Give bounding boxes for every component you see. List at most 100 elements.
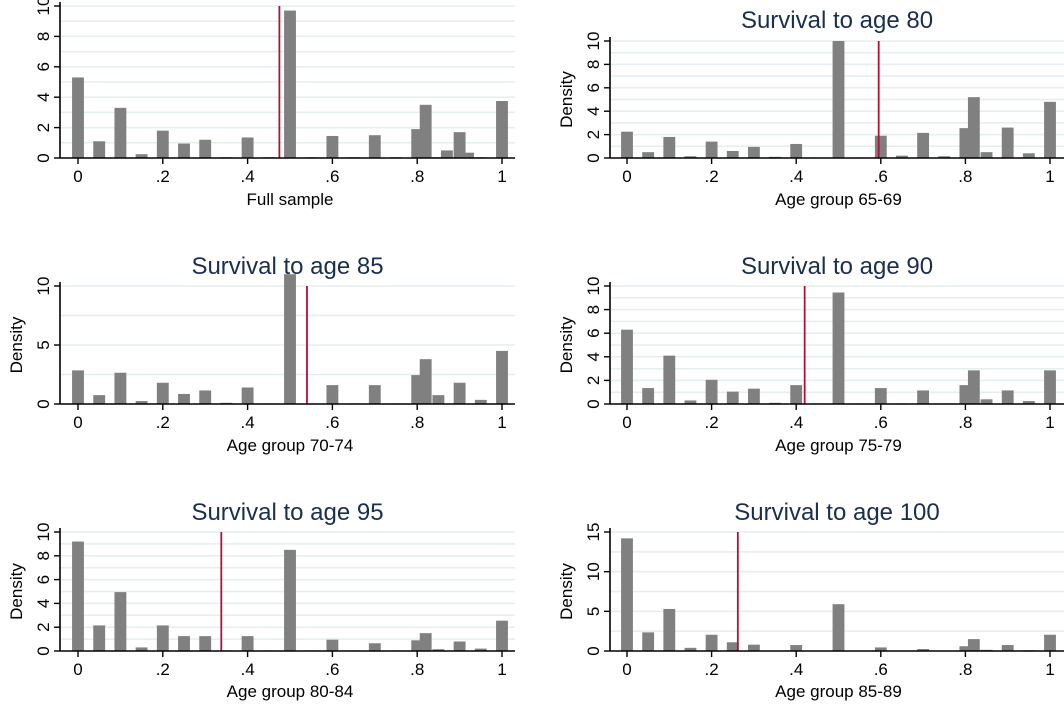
histogram-bar	[199, 636, 212, 651]
panel-title: Survival to age 85	[191, 253, 383, 280]
y-tick-label: 0	[34, 646, 53, 655]
histogram-bar	[705, 379, 718, 404]
histogram-bar	[1001, 127, 1014, 158]
x-tick-label: .4	[241, 660, 255, 679]
x-tick-label: .4	[789, 413, 803, 432]
y-axis-label: Density	[557, 563, 576, 620]
x-tick-label: .2	[705, 660, 719, 679]
histogram-bar	[474, 399, 487, 404]
y-tick-label: 0	[584, 646, 603, 655]
y-tick-label: 0	[34, 153, 53, 162]
histogram-bar	[790, 645, 803, 651]
y-tick-label: 2	[584, 130, 603, 139]
x-tick-label: 0	[73, 660, 82, 679]
histogram-bar	[621, 329, 633, 404]
histogram-bar	[284, 549, 296, 651]
histogram-bar	[874, 647, 887, 651]
histogram-bar	[326, 639, 339, 651]
histogram-bar	[684, 400, 697, 404]
y-tick-label: 4	[34, 92, 53, 101]
histogram-bar	[726, 642, 739, 651]
y-tick-label: 2	[584, 376, 603, 385]
histogram-bar	[967, 370, 980, 404]
histogram-bar	[663, 136, 676, 158]
x-axis-label: Age group 70-74	[227, 436, 354, 455]
y-tick-label: 10	[584, 562, 603, 581]
x-tick-label: .8	[958, 167, 972, 186]
y-tick-label: 8	[34, 551, 53, 560]
histogram-bar	[411, 640, 424, 651]
x-axis-label: Age group 80-84	[227, 682, 354, 701]
histogram-bar	[496, 620, 508, 651]
histogram-bar	[938, 156, 951, 158]
histogram-bar	[621, 131, 633, 158]
histogram-bar	[832, 292, 845, 404]
histogram-bar	[474, 648, 487, 651]
histogram-bar	[178, 636, 190, 651]
histogram-bar	[368, 135, 381, 158]
x-tick-label: .8	[410, 660, 424, 679]
histogram-bar	[368, 385, 381, 404]
panel-title: Survival to age 80	[741, 7, 933, 34]
histogram-bar	[135, 401, 148, 404]
x-axis-label: Age group 75-79	[775, 436, 902, 455]
histogram-bar	[1044, 634, 1056, 651]
y-tick-label: 0	[34, 399, 53, 408]
histogram-bar	[959, 646, 972, 651]
histogram-bar	[178, 393, 190, 404]
x-tick-label: 0	[73, 413, 82, 432]
histogram-bar	[419, 104, 432, 158]
panel-title: Survival to age 100	[734, 499, 939, 526]
histogram-bar	[440, 150, 453, 158]
x-axis-label: Full sample	[247, 190, 334, 209]
y-tick-label: 8	[584, 305, 603, 314]
histogram-bar	[967, 639, 980, 651]
histogram-bar	[747, 146, 760, 158]
y-axis-label: Density	[557, 316, 576, 373]
histogram-bar	[199, 390, 212, 404]
histogram-bar	[114, 592, 127, 651]
histogram-bar	[1001, 645, 1014, 651]
x-tick-label: 0	[73, 167, 82, 186]
histogram-bar	[72, 370, 84, 404]
histogram-bar	[462, 152, 475, 158]
x-tick-label: .8	[958, 660, 972, 679]
x-tick-label: 0	[622, 413, 631, 432]
histogram-bar	[284, 10, 296, 159]
histogram-bar	[432, 649, 445, 651]
x-tick-label: 1	[1045, 413, 1054, 432]
histogram-bar	[156, 382, 169, 404]
y-tick-label: 4	[584, 352, 603, 361]
histogram-bar	[411, 129, 424, 158]
x-tick-label: .4	[241, 167, 255, 186]
histogram-bar	[326, 135, 339, 158]
x-tick-label: .4	[789, 167, 803, 186]
histogram-bar	[93, 625, 106, 651]
histogram-bar	[663, 608, 676, 651]
y-tick-label: 6	[584, 328, 603, 337]
x-tick-label: .2	[705, 413, 719, 432]
x-tick-label: .6	[874, 413, 888, 432]
histogram-bar	[135, 647, 148, 651]
y-tick-label: 10	[34, 523, 53, 542]
histogram-bar	[959, 385, 972, 404]
histogram-bar	[284, 274, 296, 404]
histogram-bar	[93, 141, 106, 158]
histogram-bar	[967, 97, 980, 158]
y-tick-label: 4	[34, 599, 53, 608]
histogram-bar	[642, 632, 655, 651]
histogram-bar	[896, 155, 908, 158]
histogram-bar	[642, 388, 655, 404]
histogram-bar	[496, 350, 508, 404]
x-tick-label: .8	[958, 413, 972, 432]
x-tick-label: 1	[497, 660, 506, 679]
histogram-bar	[832, 41, 845, 158]
histogram-bar	[199, 139, 212, 158]
histogram-bar	[453, 382, 466, 404]
histogram-bar	[874, 135, 887, 158]
histogram-bar	[917, 132, 930, 158]
